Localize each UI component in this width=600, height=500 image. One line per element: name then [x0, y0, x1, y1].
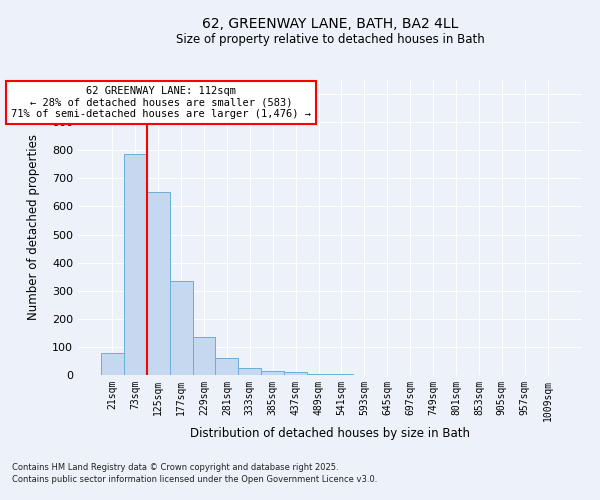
Bar	[330, 374, 353, 375]
Bar	[307, 374, 330, 375]
X-axis label: Distribution of detached houses by size in Bath: Distribution of detached houses by size …	[190, 426, 470, 440]
Text: Contains HM Land Registry data © Crown copyright and database right 2025.: Contains HM Land Registry data © Crown c…	[12, 464, 338, 472]
Bar	[124, 154, 147, 375]
Bar	[147, 192, 170, 375]
Bar	[170, 281, 193, 375]
Text: 62, GREENWAY LANE, BATH, BA2 4LL: 62, GREENWAY LANE, BATH, BA2 4LL	[202, 18, 458, 32]
Y-axis label: Number of detached properties: Number of detached properties	[26, 134, 40, 320]
Bar	[284, 372, 307, 375]
Bar	[238, 368, 261, 375]
Text: Contains public sector information licensed under the Open Government Licence v3: Contains public sector information licen…	[12, 474, 377, 484]
Bar	[215, 358, 238, 375]
Bar	[193, 337, 215, 375]
Text: 62 GREENWAY LANE: 112sqm
← 28% of detached houses are smaller (583)
71% of semi-: 62 GREENWAY LANE: 112sqm ← 28% of detach…	[11, 86, 311, 119]
Text: Size of property relative to detached houses in Bath: Size of property relative to detached ho…	[176, 32, 484, 46]
Bar	[101, 352, 124, 375]
Bar	[261, 371, 284, 375]
